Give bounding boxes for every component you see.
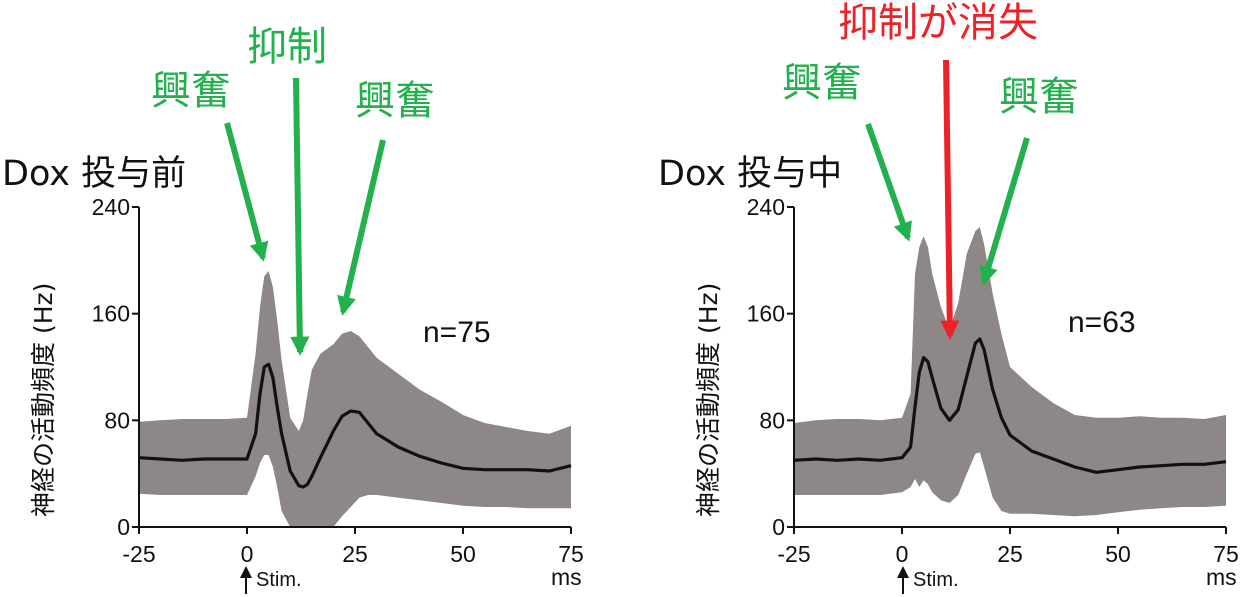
x-tick-label: 50 xyxy=(1105,541,1131,567)
x-ticks-before: -25 0 25 50 75 xyxy=(122,527,584,567)
annotation-inhibition-lost-during: 抑制が消失 xyxy=(838,0,1038,46)
x-tick-label: 50 xyxy=(450,541,476,567)
x-unit-label-before: ms xyxy=(551,564,582,590)
x-tick-label: 0 xyxy=(896,541,909,567)
annotation-inhibition-before: 抑制 xyxy=(247,24,327,70)
ci-band-during xyxy=(794,227,1226,517)
x-unit-label-during: ms xyxy=(1206,564,1237,590)
arrow-inhibition-lost-during xyxy=(940,59,960,340)
stim-label-during: Stim. xyxy=(913,569,959,591)
y-axis-label-during: 神経の活動頻度 (Hz) xyxy=(694,283,723,517)
annotation-excitation-late-during: 興奮 xyxy=(999,74,1079,120)
mean-line-before xyxy=(138,362,572,489)
x-tick-label: 25 xyxy=(342,541,368,567)
x-tick-label: 0 xyxy=(241,541,254,567)
n-label-during: n=63 xyxy=(1068,306,1136,339)
arrow-excitation-early-before xyxy=(224,122,269,262)
condition-title-during: Dox 投与中 xyxy=(658,154,842,194)
x-tick-label: -25 xyxy=(777,541,810,567)
y-tick-label: 160 xyxy=(747,301,785,327)
condition-title-before: Dox 投与前 xyxy=(2,154,186,194)
annotation-excitation-early-during: 興奮 xyxy=(782,60,862,106)
y-axis-label-before: 神経の活動頻度 (Hz) xyxy=(29,283,58,517)
y-ticks-before: 0 80 160 240 xyxy=(92,194,139,540)
y-tick-label: 80 xyxy=(759,407,785,433)
arrow-excitation-late-during xyxy=(979,137,1030,286)
arrow-excitation-early-during xyxy=(865,123,912,242)
x-tick-label: 75 xyxy=(1213,541,1239,567)
stim-arrow-icon xyxy=(240,566,252,594)
arrow-inhibition-before xyxy=(290,77,310,356)
stim-arrow-icon xyxy=(897,566,909,594)
y-ticks-during: 0 80 160 240 xyxy=(747,194,794,540)
mean-line-during xyxy=(793,337,1227,474)
x-tick-label: 75 xyxy=(558,541,584,567)
y-tick-label: 80 xyxy=(104,407,130,433)
x-ticks-during: -25 0 25 50 75 xyxy=(777,527,1239,567)
x-tick-label: 25 xyxy=(997,541,1023,567)
x-tick-label: -25 xyxy=(122,541,155,567)
arrow-excitation-late-before xyxy=(337,139,386,316)
ci-band-before xyxy=(139,271,571,527)
stim-label-before: Stim. xyxy=(256,569,302,591)
y-tick-label: 0 xyxy=(772,514,785,540)
n-label-before: n=75 xyxy=(423,316,491,349)
annotation-excitation-late-before: 興奮 xyxy=(355,78,435,124)
y-tick-label: 240 xyxy=(747,194,785,220)
annotation-excitation-early-before: 興奮 xyxy=(151,68,231,114)
y-tick-label: 160 xyxy=(92,301,130,327)
y-tick-label: 240 xyxy=(92,194,130,220)
y-tick-label: 0 xyxy=(117,514,130,540)
